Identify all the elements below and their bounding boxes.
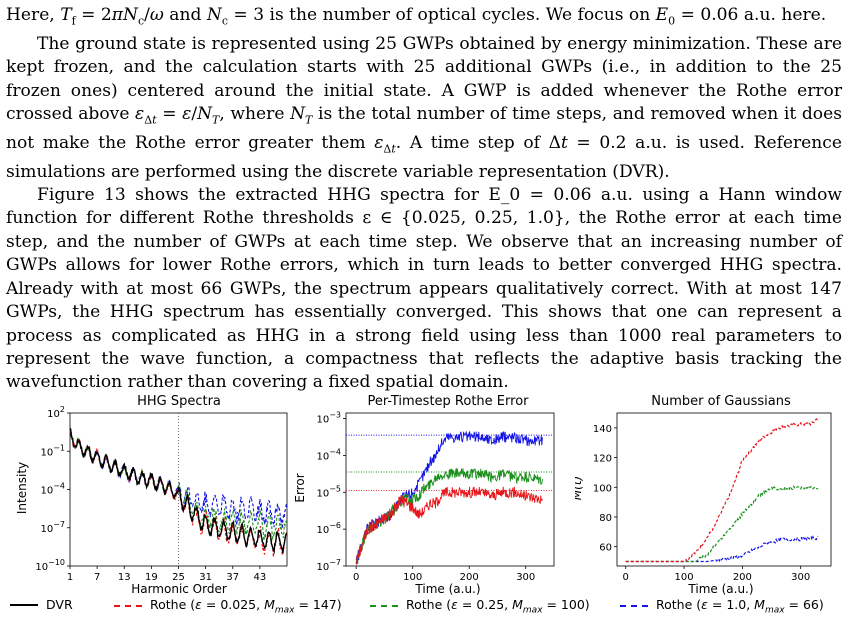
series-line bbox=[355, 430, 543, 565]
x-tick-label: 300 bbox=[791, 572, 810, 583]
paragraph-1: Here, Tf = 2πNc/ω and Nc = 3 is the numb… bbox=[6, 5, 827, 28]
x-tick-label: 200 bbox=[460, 572, 479, 583]
plot-area: 1 7 13 19 25 31 37 43 102 10−1 10−4 10−7 10−10 bbox=[35, 405, 288, 583]
x-tick-label: 31 bbox=[199, 572, 212, 583]
y-tick-label: 10−7 bbox=[40, 520, 65, 535]
x-tick-label: 1 bbox=[67, 572, 73, 583]
legend-item-rothe-10: Rothe (ε = 1.0, Mmax = 66) bbox=[620, 597, 824, 616]
x-tick-label: 0 bbox=[623, 572, 629, 583]
x-tick-label: 7 bbox=[94, 572, 100, 583]
legend-swatch-solid bbox=[10, 603, 38, 606]
plot-area: 0 100 200 300 10−3 10−4 10−5 10−6 10−7 bbox=[316, 411, 555, 583]
series-line bbox=[625, 484, 819, 563]
series-line bbox=[356, 486, 543, 565]
y-tick-label: 102 bbox=[47, 405, 65, 420]
body-text: Here, Tf = 2πNc/ω and Nc = 3 is the numb… bbox=[6, 4, 842, 395]
y-tick-label: 10−4 bbox=[316, 447, 341, 462]
y-axis-label: M(t) bbox=[575, 476, 584, 500]
legend-label: DVR bbox=[46, 597, 73, 612]
y-tick-label: 100 bbox=[593, 483, 612, 494]
y-tick-label: 60 bbox=[599, 543, 612, 554]
legend-swatch-dashed bbox=[620, 605, 648, 608]
paragraph-2: The ground state is represented using 25… bbox=[6, 33, 842, 182]
x-tick-label: 200 bbox=[733, 572, 752, 583]
legend-item-rothe-025: Rothe (ε = 0.25, Mmax = 100) bbox=[370, 597, 590, 616]
y-tick-label: 10−4 bbox=[40, 482, 65, 497]
series-line bbox=[69, 429, 288, 558]
y-tick-label: 10−7 bbox=[316, 558, 341, 573]
plot-frame bbox=[345, 412, 555, 567]
y-tick-label: 10−1 bbox=[40, 443, 65, 458]
series-line bbox=[625, 417, 819, 563]
chart-title: Per-Timestep Rothe Error bbox=[367, 394, 529, 409]
x-tick-label: 100 bbox=[675, 572, 694, 583]
x-tick-label: 37 bbox=[226, 572, 239, 583]
y-axis-label: Error bbox=[293, 473, 307, 502]
y-tick-label: 80 bbox=[599, 513, 612, 524]
y-tick-label: 10−6 bbox=[316, 521, 341, 536]
y-tick-label: 10−5 bbox=[316, 484, 341, 499]
y-tick-label: 10−3 bbox=[316, 411, 341, 426]
chart-number-of-gaussians: Number of Gaussians 0 100 200 300 60 80 100 120… bbox=[575, 394, 832, 596]
x-tick-label: 100 bbox=[403, 572, 422, 583]
chart-hhg-spectra: HHG Spectra 1 7 13 19 25 31 37 43 102 10−1 10−4 10−… bbox=[15, 394, 288, 596]
y-tick-label: 140 bbox=[593, 424, 612, 435]
legend-item-dvr: DVR bbox=[10, 597, 73, 612]
chart-title: Number of Gaussians bbox=[651, 394, 791, 409]
series-line bbox=[355, 467, 543, 565]
x-tick-label: 43 bbox=[254, 572, 267, 583]
x-tick-label: 13 bbox=[118, 572, 131, 583]
legend-swatch-dashed bbox=[114, 605, 142, 608]
legend-swatch-dashed bbox=[370, 605, 398, 608]
plot-area: 0 100 200 300 60 80 100 120 140 bbox=[593, 412, 832, 583]
legend-item-rothe-0025: Rothe (ε = 0.025, Mmax = 147) bbox=[114, 597, 342, 616]
x-tick-label: 0 bbox=[353, 572, 359, 583]
series-line bbox=[625, 535, 819, 563]
x-tick-label: 300 bbox=[516, 572, 535, 583]
legend-label: Rothe (ε = 0.025, Mmax = 147) bbox=[150, 597, 342, 616]
x-axis-label: Time (a.u.) bbox=[414, 582, 480, 596]
paragraph-3: Figure 13 shows the extracted HHG spectr… bbox=[6, 185, 842, 393]
x-axis-label: Harmonic Order bbox=[131, 582, 227, 596]
y-tick-label: 120 bbox=[593, 454, 612, 465]
y-tick-label: 10−10 bbox=[35, 558, 65, 573]
x-tick-label: 19 bbox=[145, 572, 158, 583]
legend-label: Rothe (ε = 0.25, Mmax = 100) bbox=[406, 597, 590, 616]
figure-legend: DVR Rothe (ε = 0.025, Mmax = 147) Rothe … bbox=[0, 597, 847, 619]
plot-frame bbox=[616, 412, 832, 567]
x-axis-label: Time (a.u.) bbox=[687, 582, 753, 596]
chart-rothe-error: Per-Timestep Rothe Error 0 100 200 300 10−3 1… bbox=[293, 394, 555, 596]
y-axis-label: Intensity bbox=[15, 462, 29, 514]
legend-label: Rothe (ε = 1.0, Mmax = 66) bbox=[656, 597, 824, 616]
x-tick-label: 25 bbox=[172, 572, 185, 583]
series-line bbox=[69, 429, 288, 529]
chart-title: HHG Spectra bbox=[137, 394, 221, 409]
series-line bbox=[69, 427, 288, 555]
